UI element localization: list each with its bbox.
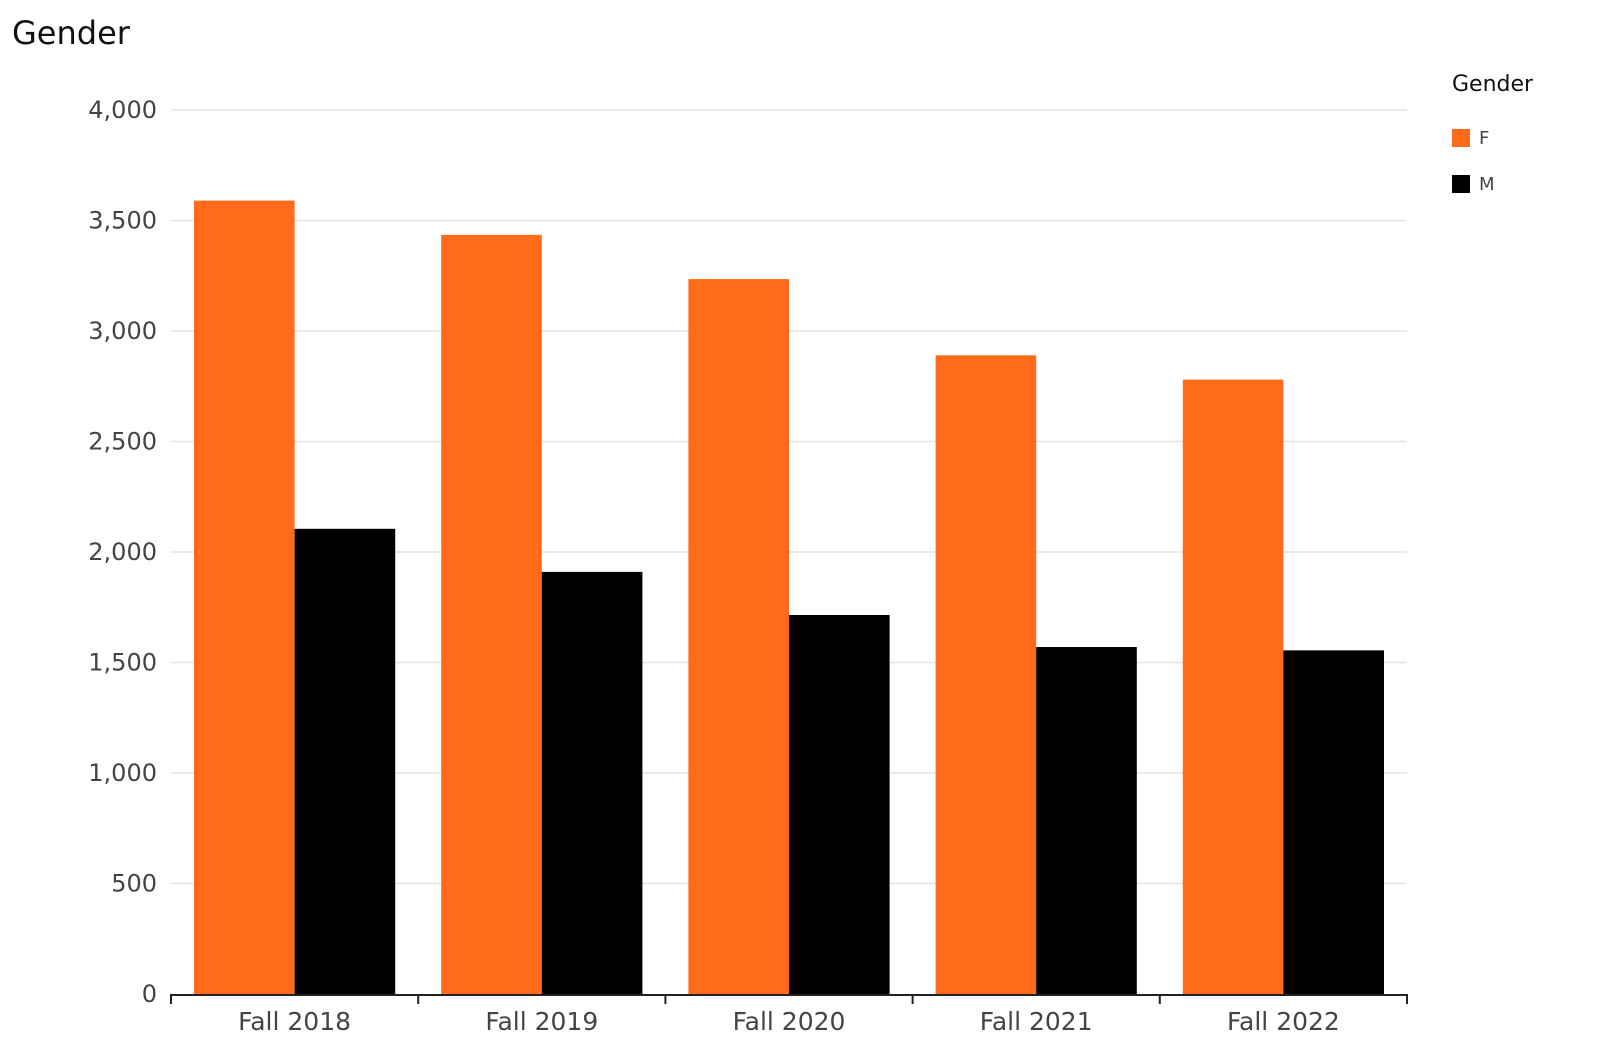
legend-label-m: M: [1479, 173, 1495, 195]
bar-f-fall-2022[interactable]: [1182, 379, 1284, 994]
bar-m-fall-2020[interactable]: [789, 614, 890, 994]
legend-label-f: F: [1479, 127, 1490, 149]
y-tick-label: 4,000: [88, 96, 157, 124]
bar-f-fall-2021[interactable]: [935, 355, 1037, 994]
legend-item-m[interactable]: M: [1452, 173, 1592, 195]
x-axis-ticks: Fall 2018 Fall 2019 Fall 2020 Fall 2021 Fall…: [238, 1007, 1340, 1036]
legend-swatch-f: [1452, 129, 1470, 147]
bar-m-fall-2018[interactable]: [294, 528, 396, 994]
y-tick-label: 2,500: [88, 428, 157, 456]
y-tick-label: 1,500: [88, 649, 157, 677]
y-tick-label: 1,000: [88, 759, 157, 787]
y-axis-ticks: 0 500 1,000 1,500 2,000 2,500 3,000 3,500 4,000: [88, 96, 157, 1008]
legend-item-f[interactable]: F: [1452, 127, 1592, 149]
chart-title: Gender: [12, 14, 130, 52]
bars: [194, 200, 1384, 995]
bar-f-fall-2019[interactable]: [441, 234, 542, 995]
x-tick-label: Fall 2019: [485, 1007, 598, 1036]
legend-title: Gender: [1452, 72, 1534, 97]
bar-f-fall-2020[interactable]: [688, 279, 789, 994]
y-tick-label: 3,500: [88, 207, 157, 235]
legend-swatch-m: [1452, 175, 1470, 193]
bar-f-fall-2018[interactable]: [194, 200, 295, 995]
x-axis: [170, 994, 1408, 1004]
legend: Gender F M: [1452, 72, 1592, 219]
bar-m-fall-2019[interactable]: [541, 571, 643, 994]
x-tick-label: Fall 2018: [238, 1007, 351, 1036]
y-tick-label: 0: [142, 980, 157, 1008]
bar-m-fall-2021[interactable]: [1036, 647, 1137, 994]
bar-m-fall-2022[interactable]: [1283, 650, 1384, 994]
x-tick-label: Fall 2020: [733, 1007, 846, 1036]
x-tick-label: Fall 2021: [980, 1007, 1093, 1036]
x-tick-label: Fall 2022: [1227, 1007, 1340, 1036]
y-tick-label: 500: [111, 870, 157, 898]
y-tick-label: 3,000: [88, 317, 157, 345]
y-tick-label: 2,000: [88, 538, 157, 566]
